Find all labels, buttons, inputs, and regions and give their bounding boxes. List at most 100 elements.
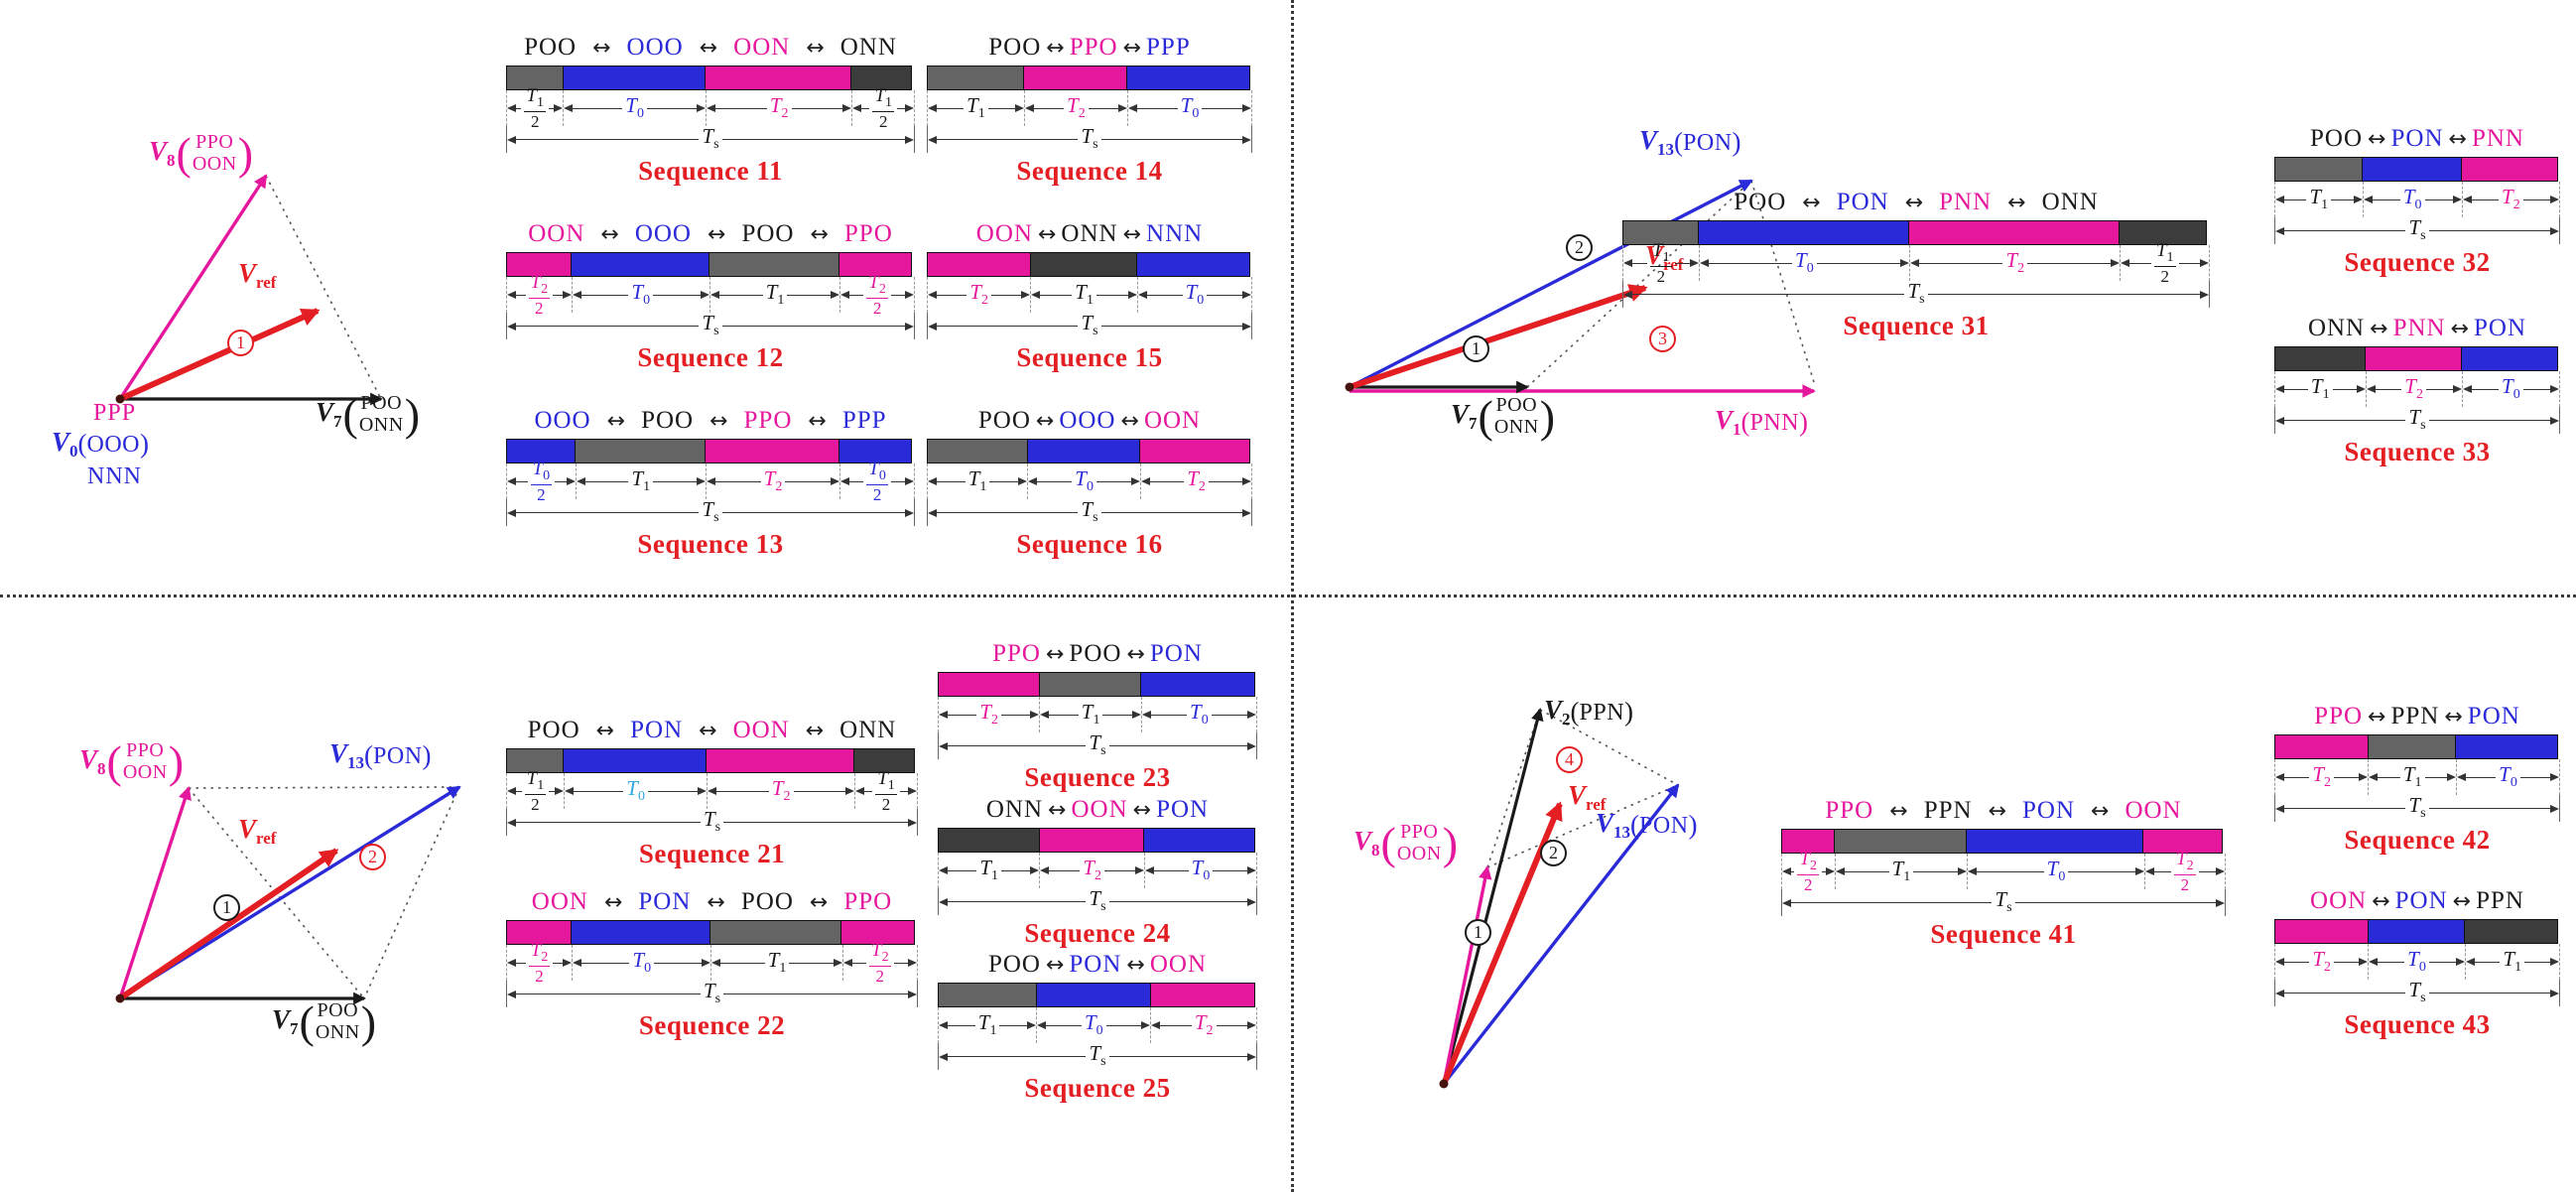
origin-dot bbox=[115, 993, 125, 1003]
sequence-title: Sequence 12 bbox=[637, 342, 784, 372]
dotted-triangle-edge bbox=[1486, 784, 1679, 868]
switch-state-label: PPO bbox=[743, 407, 793, 434]
sequence-states-header: OON ↔ PON ↔ POO ↔ PPO bbox=[506, 888, 918, 918]
left-right-arrow-icon: ↔ bbox=[2370, 317, 2388, 341]
state-poo: POO bbox=[360, 392, 403, 414]
segment-time-label: T2 bbox=[2309, 763, 2334, 790]
switching-sequence-bar bbox=[2274, 157, 2560, 182]
arrow-left-icon bbox=[1699, 259, 1709, 267]
time-symbol: Ts bbox=[2408, 978, 2426, 1006]
bar-segment bbox=[2274, 919, 2370, 944]
arrow-right-icon bbox=[833, 959, 842, 967]
arrow-left-icon bbox=[1144, 866, 1154, 874]
segment-time-label: T2 bbox=[2499, 186, 2523, 212]
timing-row: T1 2 T0 T2 T1 2 bbox=[1622, 241, 2210, 285]
segment-time-label: T0 bbox=[1178, 94, 1203, 121]
sequence-21-block: POO ↔ PON ↔ OON ↔ ONN T1 2 T0 T2 T1 2 Ts Sequence 21 bbox=[506, 717, 918, 869]
time-symbol: Ts bbox=[702, 497, 719, 526]
vref-vector-arrow bbox=[1349, 284, 1648, 390]
segment-time-label: T2 bbox=[769, 777, 794, 804]
bar-segment bbox=[2274, 734, 2370, 759]
timing-cell: T0 bbox=[2363, 182, 2463, 217]
timing-cell: T1 bbox=[2275, 182, 2364, 217]
timing-cell: T1 2 bbox=[855, 769, 917, 813]
period-label: Ts bbox=[699, 313, 721, 338]
timing-cell: T1 bbox=[576, 464, 707, 499]
left-right-arrow-icon: ↔ bbox=[1132, 798, 1152, 823]
arrow-right-icon bbox=[1018, 477, 1028, 485]
switching-sequence-bar bbox=[938, 983, 1257, 1007]
segment-time-label: T1 2 bbox=[2153, 240, 2176, 286]
segment-time-label: T1 2 bbox=[524, 768, 547, 814]
sequence-14-block: POO ↔ PPO ↔ PPP T1 T2 T0 Ts Sequence 14 bbox=[927, 34, 1252, 187]
segment-time-label: T2 bbox=[1080, 857, 1104, 883]
time-symbol: T2 bbox=[1067, 92, 1086, 122]
bar-segment bbox=[704, 66, 852, 90]
switch-state-label: POO bbox=[741, 220, 795, 247]
left-right-arrow-icon: ↔ bbox=[2372, 889, 2390, 914]
bar-segment bbox=[1039, 672, 1142, 697]
timing-cell: T2 2 bbox=[2144, 850, 2225, 893]
sequence-title: Sequence 13 bbox=[637, 529, 784, 559]
sequence-41-block: PPO ↔ PPN ↔ PON ↔ OON T2 2 T1 T0 T2 2 Ts Sequence 41 bbox=[1781, 797, 2226, 950]
time-symbol: Ts bbox=[1081, 124, 1098, 153]
sequence-states-header: ONN ↔ OON ↔ PON bbox=[938, 796, 1257, 826]
sequence-title: Sequence 24 bbox=[1024, 918, 1171, 948]
switch-state-label: POO bbox=[740, 888, 794, 915]
timing-cell: T2 bbox=[1151, 1007, 1256, 1043]
arrow-left-icon bbox=[2275, 773, 2284, 781]
arrow-right-icon bbox=[702, 959, 711, 967]
switching-period-row: Ts bbox=[2274, 407, 2560, 434]
timing-cell: T2 bbox=[706, 90, 853, 126]
bar-segment bbox=[2461, 157, 2558, 182]
time-symbol: T0 bbox=[532, 459, 551, 483]
sequence-32-block: POO ↔ PON ↔ PNN T1 T0 T2 Ts Sequence 32 bbox=[2274, 125, 2560, 278]
switch-state-label: OOO bbox=[1059, 407, 1116, 434]
bar-segment bbox=[840, 920, 915, 945]
arrow-right-icon bbox=[2455, 958, 2465, 966]
switch-state-label: PON bbox=[1836, 189, 1889, 215]
timing-cell: T1 bbox=[939, 853, 1041, 888]
arrow-left-icon bbox=[706, 477, 715, 485]
timing-cell: T2 2 bbox=[842, 941, 917, 985]
time-symbol: T1 bbox=[1891, 856, 1911, 885]
time-symbol: Ts bbox=[2408, 405, 2426, 434]
switch-state-label: OON bbox=[528, 220, 585, 247]
segment-time-label: T1 bbox=[964, 94, 988, 121]
arrow-left-icon bbox=[507, 818, 516, 827]
v13-vector-label: V13(PON) bbox=[329, 738, 432, 773]
arrow-right-icon bbox=[831, 477, 840, 485]
state-onn: ONN bbox=[358, 413, 404, 436]
left-right-arrow-icon: ↔ bbox=[805, 719, 825, 743]
bar-segment bbox=[837, 439, 912, 464]
arrow-right-icon bbox=[1246, 866, 1256, 874]
arrow-right-icon bbox=[1242, 135, 1252, 144]
left-right-arrow-icon: ↔ bbox=[2368, 127, 2386, 152]
arrow-left-icon bbox=[2369, 958, 2379, 966]
bar-segment bbox=[1039, 828, 1145, 853]
timing-cell: T2 2 bbox=[1782, 850, 1836, 893]
segment-time-label: T0 bbox=[1187, 701, 1212, 728]
left-right-arrow-icon: ↔ bbox=[1122, 36, 1142, 61]
segment-time-label: T2 bbox=[976, 701, 1001, 728]
time-symbol: T0 bbox=[2407, 946, 2426, 976]
v7-vector-label: V7(POO ONN) bbox=[316, 389, 421, 441]
segment-time-label: T0 bbox=[628, 281, 653, 308]
time-symbol: T1 bbox=[2310, 373, 2330, 403]
timing-row: T2 2 T0 T1 T2 2 bbox=[506, 273, 915, 317]
region-1-mark: 1 bbox=[227, 330, 254, 356]
segment-time-label: T1 bbox=[2308, 373, 2333, 403]
timing-row: T0 2 T1 T2 T0 2 bbox=[506, 460, 915, 503]
timing-cell: T1 bbox=[2275, 371, 2367, 407]
state-ppn: PPN bbox=[1579, 699, 1625, 726]
period-label: Ts bbox=[2405, 407, 2428, 433]
v8-vector-label: V8(PPO OON) bbox=[1353, 818, 1459, 869]
sequence-title: Sequence 22 bbox=[638, 1010, 786, 1040]
bar-segment bbox=[1833, 829, 1968, 854]
switch-state-label: PON bbox=[1069, 951, 1122, 978]
left-right-arrow-icon: ↔ bbox=[592, 36, 611, 61]
left-right-arrow-icon: ↔ bbox=[1037, 222, 1057, 247]
arrow-right-icon bbox=[696, 104, 706, 112]
switch-state-label: PON bbox=[2474, 315, 2527, 341]
timing-cell: T1 bbox=[1835, 854, 1969, 889]
